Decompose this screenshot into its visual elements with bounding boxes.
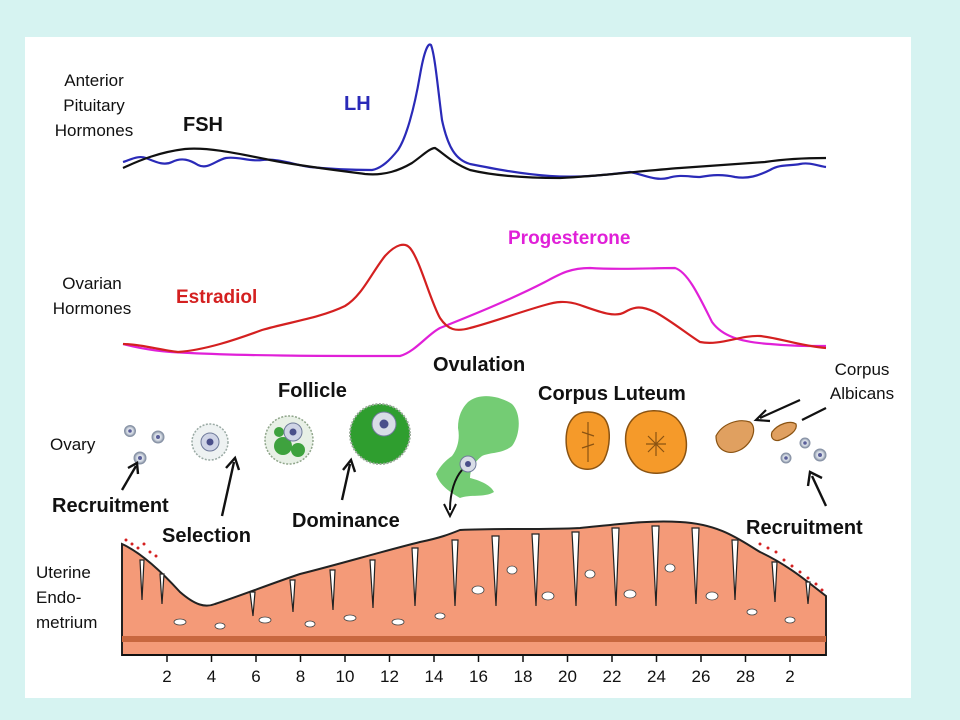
progesterone-label: Progesterone <box>508 228 630 249</box>
day-axis: 2 4 6 8 10 12 14 16 18 20 22 24 26 28 2 <box>122 654 826 686</box>
recruitment-right-label: Recruitment <box>746 517 863 539</box>
axis-tick-label: 22 <box>603 667 622 686</box>
stage-arrows <box>120 455 828 517</box>
uterine-label-line1: Uterine <box>36 563 91 582</box>
basal-layer <box>122 636 826 642</box>
corpus-luteum-early <box>565 411 610 470</box>
fsh-curve <box>122 146 827 180</box>
axis-tick-label: 24 <box>647 667 666 686</box>
axis-tick-label: 16 <box>469 667 488 686</box>
dominant-follicle <box>349 403 411 465</box>
anterior-pituitary-label: Anterior Pituitary Hormones <box>55 71 133 140</box>
selected-follicle <box>191 423 229 461</box>
axis-tick-label: 18 <box>514 667 533 686</box>
estradiol-curve <box>122 243 827 354</box>
endometrium-layer <box>121 520 827 656</box>
uterine-endometrium-label: Uterine Endo- metrium <box>36 563 97 632</box>
selection-label: Selection <box>162 525 251 547</box>
ovulating-follicle <box>436 396 519 519</box>
uterine-label-line2: Endo- <box>36 588 81 607</box>
axis-tick-label: 4 <box>207 667 216 686</box>
axis-tick-label: 12 <box>380 667 399 686</box>
estradiol-label: Estradiol <box>176 287 257 308</box>
anterior-label-line1: Anterior <box>64 71 124 90</box>
axis-tick-label: 10 <box>336 667 355 686</box>
lh-label: LH <box>344 93 371 115</box>
recruited-follicles-right <box>780 437 827 464</box>
axis-tick-label: 20 <box>558 667 577 686</box>
corpus-albicans <box>715 398 827 453</box>
axis-tick-label: 2 <box>785 667 794 686</box>
uterine-label-line3: metrium <box>36 613 97 632</box>
axis-tick-label: 6 <box>251 667 260 686</box>
dominance-label: Dominance <box>292 510 400 532</box>
axis-tick-label: 14 <box>425 667 444 686</box>
axis-tick-label: 26 <box>692 667 711 686</box>
corpus-luteum-label: Corpus Luteum <box>538 383 686 405</box>
recruited-follicles-left <box>124 425 165 465</box>
axis-tick-label: 2 <box>162 667 171 686</box>
ovarian-label-line1: Ovarian <box>62 274 122 293</box>
ovarian-hormones-label: Ovarian Hormones <box>53 274 131 318</box>
fsh-label: FSH <box>183 114 223 136</box>
corpus-albicans-line2: Albicans <box>830 384 894 403</box>
endometrial-spots <box>173 563 796 630</box>
endometrial-glands <box>139 525 811 617</box>
corpus-albicans-line1: Corpus <box>835 360 890 379</box>
recruitment-left-label: Recruitment <box>52 495 169 517</box>
corpus-luteum-mature <box>624 410 688 474</box>
lh-curve <box>122 43 827 180</box>
anterior-label-line3: Hormones <box>55 121 133 140</box>
axis-tick-label: 28 <box>736 667 755 686</box>
anterior-label-line2: Pituitary <box>63 96 125 115</box>
ovulation-label: Ovulation <box>433 354 525 376</box>
progesterone-curve <box>122 266 827 358</box>
follicle-label: Follicle <box>278 380 347 402</box>
growing-follicle <box>264 415 314 465</box>
menstrual-shedding <box>124 538 824 592</box>
ovary-label: Ovary <box>50 435 96 454</box>
ovarian-label-line2: Hormones <box>53 299 131 318</box>
axis-tick-label: 8 <box>296 667 305 686</box>
